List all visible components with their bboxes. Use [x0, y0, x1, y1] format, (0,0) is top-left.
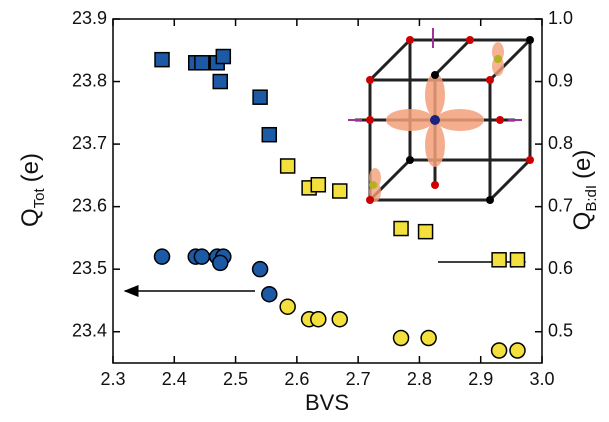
x-tick-label: 2.5	[223, 369, 248, 389]
square-point	[417, 223, 434, 240]
circle-point	[331, 310, 349, 328]
y2-axis-label: QB:dI (e)	[569, 150, 600, 231]
y2-tick-label: 0.7	[548, 195, 573, 215]
square-point	[393, 220, 409, 237]
square-point	[310, 176, 327, 193]
y-tick-label: 23.4	[72, 320, 107, 340]
y2-tick-label: 0.5	[548, 320, 573, 340]
y-label-main: Q	[17, 208, 44, 227]
y2-tick-label: 1.0	[548, 8, 573, 28]
square-point	[261, 126, 278, 143]
y-axis-label: QTot (e)	[17, 153, 48, 227]
circle-point	[261, 285, 278, 303]
x-tick-label: 2.4	[162, 369, 187, 389]
plot-frame	[112, 18, 543, 364]
x-tick-label: 2.6	[284, 369, 309, 389]
y2-label-sub: B:dI	[583, 185, 600, 212]
crystal-inset	[348, 28, 534, 204]
square-point	[212, 73, 228, 90]
square-point	[194, 55, 210, 71]
circle-point	[193, 248, 211, 265]
square-point	[154, 51, 170, 68]
x-tick-label: 2.3	[100, 369, 125, 389]
square-point	[509, 252, 526, 268]
square-point	[215, 48, 232, 65]
y2-tick-label: 0.8	[548, 133, 573, 153]
y-tick-label: 23.9	[72, 8, 107, 28]
y-tick-label: 23.7	[72, 133, 107, 153]
y2-label-unit: (e)	[569, 150, 596, 179]
square-point	[491, 252, 507, 268]
y-label-unit: (e)	[17, 153, 44, 182]
circle-point	[212, 254, 229, 272]
y-tick-label: 23.8	[72, 70, 107, 90]
circle-point	[251, 260, 269, 278]
y2-tick-label: 0.6	[548, 258, 573, 278]
circle-point	[279, 298, 296, 315]
circle-point	[153, 248, 171, 265]
x-tick-label: 3.0	[529, 369, 554, 389]
circle-point	[310, 310, 327, 328]
y-tick-label: 23.6	[72, 195, 107, 215]
square-point	[332, 183, 348, 199]
square-point	[252, 89, 268, 105]
y-tick-label: 23.5	[72, 258, 107, 278]
square-point	[279, 158, 296, 174]
x-tick-label: 2.7	[346, 369, 371, 389]
y2-tick-label: 0.9	[548, 70, 573, 90]
circle-point	[392, 329, 410, 347]
circle-point	[490, 342, 508, 359]
x-tick-label: 2.8	[407, 369, 432, 389]
circle-point	[420, 329, 437, 347]
x-tick-label: 2.9	[468, 369, 493, 389]
circle-point	[509, 342, 526, 359]
x-axis-label: BVS	[305, 390, 349, 415]
y-label-sub: Tot	[31, 188, 48, 209]
y2-label-main: Q	[569, 212, 596, 231]
